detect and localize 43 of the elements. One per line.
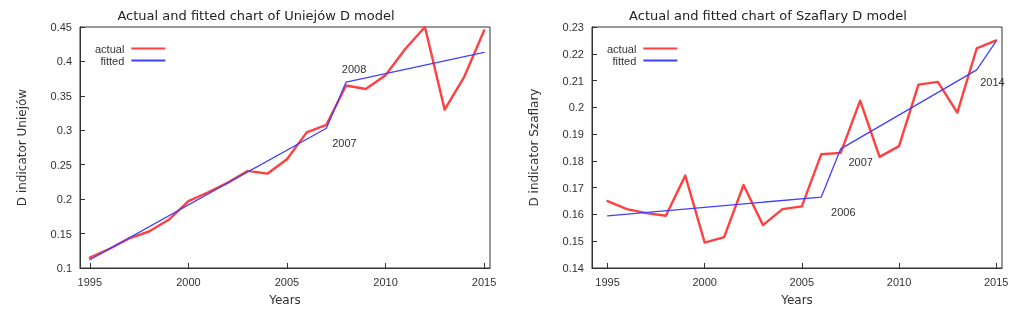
y-tick-label: 0.15 — [50, 227, 72, 240]
x-tick-label: 2015 — [983, 275, 1009, 288]
y-axis-title: D indicator Szaflary — [527, 88, 541, 207]
y-tick-label: 0.16 — [562, 208, 584, 221]
y-tick-label: 0.19 — [562, 128, 584, 141]
legend-label: actual — [606, 42, 637, 55]
y-tick-label: 0.1 — [56, 262, 72, 274]
annotation: 2008 — [341, 63, 367, 76]
annotation: 2014 — [980, 75, 1005, 88]
y-tick-label: 0.4 — [56, 55, 72, 68]
annotation: 2007 — [332, 137, 357, 150]
legend-label: fitted — [612, 54, 637, 67]
y-tick-label: 0.14 — [562, 262, 584, 274]
chart-title: Actual and fitted chart of Uniejów D model — [117, 8, 395, 23]
y-tick-label: 0.25 — [50, 158, 72, 171]
x-tick-label: 2005 — [789, 275, 815, 288]
y-tick-label: 0.3 — [56, 124, 72, 137]
y-tick-label: 0.45 — [50, 21, 72, 33]
x-tick-label: 2005 — [274, 275, 300, 288]
x-axis-title: Years — [780, 293, 813, 307]
x-tick-label: 2010 — [373, 275, 398, 288]
y-tick-label: 0.23 — [562, 21, 584, 33]
x-tick-label: 2010 — [886, 275, 912, 288]
x-tick-label: 1995 — [77, 275, 103, 288]
y-tick-label: 0.17 — [562, 181, 584, 194]
y-tick-label: 0.18 — [562, 154, 584, 167]
y-tick-label: 0.22 — [562, 47, 584, 60]
y-tick-label: 0.2 — [568, 101, 584, 114]
y-tick-label: 0.21 — [562, 74, 584, 87]
x-tick-label: 2015 — [471, 275, 497, 288]
y-tick-label: 0.35 — [50, 89, 72, 102]
annotation: 2007 — [848, 155, 873, 168]
y-tick-label: 0.2 — [56, 193, 72, 206]
y-tick-label: 0.15 — [562, 235, 584, 248]
x-tick-label: 1995 — [595, 275, 620, 288]
chart-title: Actual and fitted chart of Szaflary D model — [629, 8, 907, 23]
annotation: 2006 — [831, 206, 856, 219]
x-axis-title: Years — [268, 293, 301, 307]
legend-label: fitted — [100, 54, 125, 67]
y-axis-title: D indicator Uniejów — [15, 88, 29, 207]
legend-label: actual — [94, 42, 125, 55]
x-tick-label: 2000 — [692, 275, 717, 288]
x-tick-label: 2000 — [176, 275, 201, 288]
